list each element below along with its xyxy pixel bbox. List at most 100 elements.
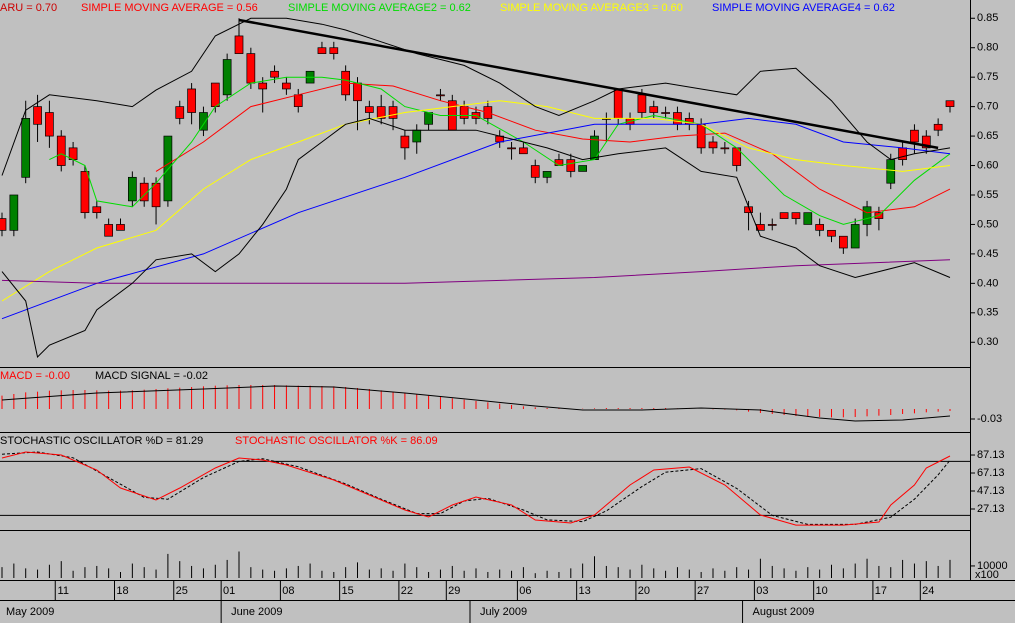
candle-body bbox=[282, 82, 291, 90]
candle-body bbox=[139, 182, 149, 202]
candle-body bbox=[128, 176, 137, 202]
y-tick-label: 0.60 bbox=[977, 159, 998, 171]
x-tick-label: 03 bbox=[756, 585, 768, 597]
candle-body bbox=[246, 53, 256, 84]
indicator-line bbox=[49, 76, 951, 225]
y-tick-label: 67.13 bbox=[977, 467, 1005, 479]
x-tick-label: 22 bbox=[401, 585, 413, 597]
month-label: July 2009 bbox=[480, 606, 527, 618]
y-tick-label: 0.40 bbox=[977, 277, 998, 289]
candle-body bbox=[436, 94, 445, 97]
y-tick-label: 0.70 bbox=[977, 101, 998, 113]
candle-body bbox=[649, 106, 659, 113]
candle-body bbox=[424, 112, 433, 125]
x-tick-label: 13 bbox=[579, 585, 591, 597]
y-tick-label: 87.13 bbox=[977, 449, 1005, 461]
candle-body bbox=[519, 147, 528, 155]
y-tick-label: 0.75 bbox=[977, 71, 998, 83]
candle-body bbox=[412, 129, 422, 143]
x-tick-label: 01 bbox=[223, 585, 235, 597]
indicator-line bbox=[1, 117, 951, 359]
candle-body bbox=[187, 88, 196, 113]
candle-body bbox=[862, 206, 872, 225]
volume-unit: x100 bbox=[975, 569, 999, 581]
candle-body bbox=[21, 118, 31, 178]
candle-body bbox=[933, 123, 943, 131]
candle-body bbox=[199, 112, 208, 131]
candle-body bbox=[400, 135, 410, 149]
x-tick-label: 24 bbox=[922, 585, 934, 597]
candle-body bbox=[234, 35, 244, 54]
candle-body bbox=[270, 70, 279, 78]
candle-body bbox=[116, 224, 125, 231]
candle-body bbox=[80, 171, 90, 214]
candle-body bbox=[222, 59, 232, 96]
candle-body bbox=[163, 135, 173, 202]
candle-body bbox=[459, 106, 469, 119]
indicator-line bbox=[1, 451, 951, 526]
y-tick-label: 0.35 bbox=[977, 307, 998, 319]
legend-entry: SIMPLE MOVING AVERAGE3 = 0.60 bbox=[500, 2, 683, 14]
candle-body bbox=[673, 112, 682, 125]
candle-body bbox=[9, 194, 19, 231]
legend-entry: MACD = -0.00 bbox=[0, 370, 70, 382]
x-tick-label: 17 bbox=[875, 585, 887, 597]
candle-body bbox=[637, 94, 647, 113]
x-tick-label: 10 bbox=[816, 585, 828, 597]
indicator-line bbox=[1, 17, 951, 176]
candle-body bbox=[530, 165, 540, 178]
candle-body bbox=[151, 182, 161, 208]
legend-entry: STOCHASTIC OSCILLATOR %D = 81.29 bbox=[0, 435, 203, 447]
candle-body bbox=[376, 106, 386, 119]
candle-body bbox=[779, 212, 789, 219]
candle-body bbox=[353, 82, 362, 102]
x-tick-label: 15 bbox=[342, 585, 354, 597]
candle-body bbox=[175, 106, 185, 119]
month-label: August 2009 bbox=[753, 606, 815, 618]
candle-body bbox=[56, 135, 66, 166]
indicator-line bbox=[1, 117, 951, 320]
y-tick-label: 0.85 bbox=[977, 12, 998, 24]
x-tick-label: 08 bbox=[282, 585, 294, 597]
x-tick-label: 18 bbox=[116, 585, 128, 597]
candle-body bbox=[329, 47, 339, 54]
legend-entry: STOCHASTIC OSCILLATOR %K = 86.09 bbox=[235, 435, 438, 447]
candle-body bbox=[104, 224, 114, 237]
candle-body bbox=[720, 147, 730, 150]
legend-entry: SIMPLE MOVING AVERAGE4 = 0.62 bbox=[712, 2, 895, 14]
y-tick-label: 0.45 bbox=[977, 248, 998, 260]
x-tick-label: 25 bbox=[176, 585, 188, 597]
candle-body bbox=[767, 224, 777, 226]
y-tick-label: 0.80 bbox=[977, 42, 998, 54]
candle-body bbox=[388, 106, 398, 119]
x-tick-label: 11 bbox=[58, 585, 69, 597]
y-tick-label: 0.30 bbox=[977, 336, 998, 348]
candle-body bbox=[815, 224, 825, 231]
month-label: May 2009 bbox=[6, 606, 54, 618]
candle-body bbox=[317, 47, 327, 54]
candle-body bbox=[696, 123, 706, 149]
candle-body bbox=[578, 165, 588, 172]
candle-body bbox=[803, 212, 813, 225]
candle-body bbox=[507, 147, 516, 150]
y-tick-label: 0.55 bbox=[977, 189, 998, 201]
candle-body bbox=[542, 171, 552, 178]
candle-body bbox=[910, 129, 919, 143]
indicator-line bbox=[238, 18, 939, 150]
candle-body bbox=[613, 88, 623, 119]
indicator-line bbox=[1, 100, 951, 302]
candle-body bbox=[45, 112, 54, 137]
candle-body bbox=[566, 159, 576, 172]
indicator-line bbox=[1, 451, 951, 525]
y-tick-label: 27.13 bbox=[977, 503, 1005, 515]
indicator-line bbox=[155, 82, 951, 214]
candle-body bbox=[850, 224, 860, 249]
candle-body bbox=[33, 106, 42, 125]
candle-body bbox=[921, 135, 931, 149]
candle-body bbox=[661, 112, 670, 114]
candle-body bbox=[886, 159, 896, 184]
indicator-line bbox=[1, 259, 951, 284]
legend-entry: SIMPLE MOVING AVERAGE = 0.56 bbox=[81, 2, 258, 14]
